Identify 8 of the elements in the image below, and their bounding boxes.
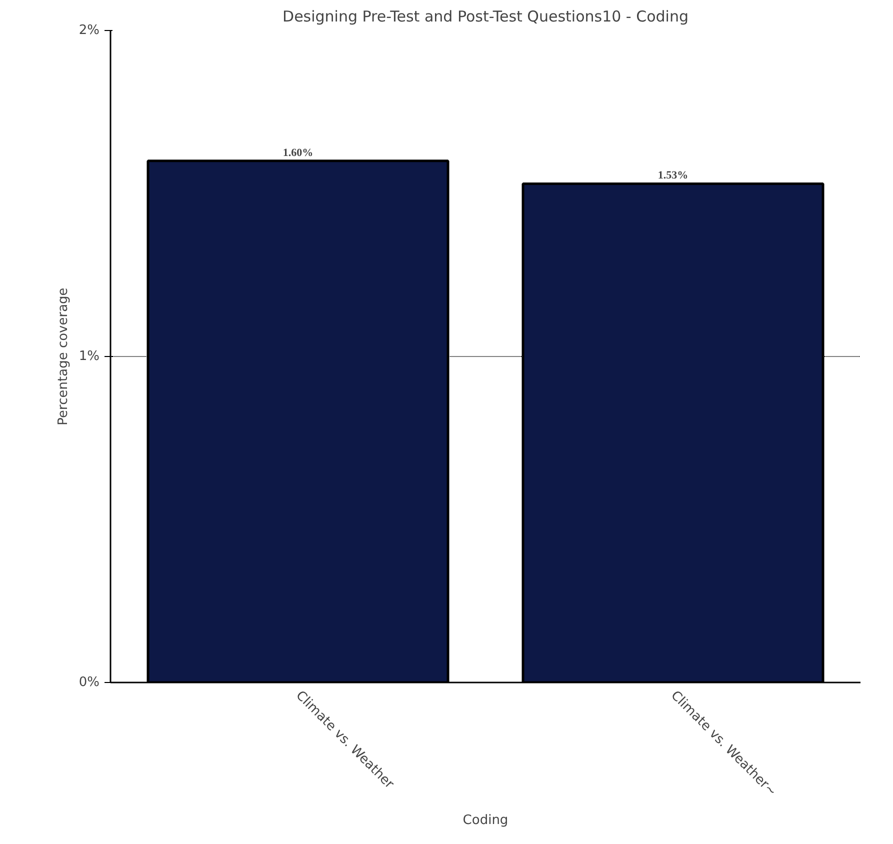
y-tick-label: 0%	[78, 675, 100, 690]
data-label: 1.60%	[282, 146, 314, 159]
chart-title: Designing Pre-Test and Post-Test Questions10 - Coding	[282, 8, 688, 26]
x-axis-title: Coding	[462, 812, 508, 828]
y-tick-label: 1%	[78, 349, 100, 364]
y-tick-label: 2%	[78, 23, 100, 38]
data-label: 1.53%	[658, 170, 688, 182]
y-axis-title: Percentage coverage	[56, 288, 71, 426]
